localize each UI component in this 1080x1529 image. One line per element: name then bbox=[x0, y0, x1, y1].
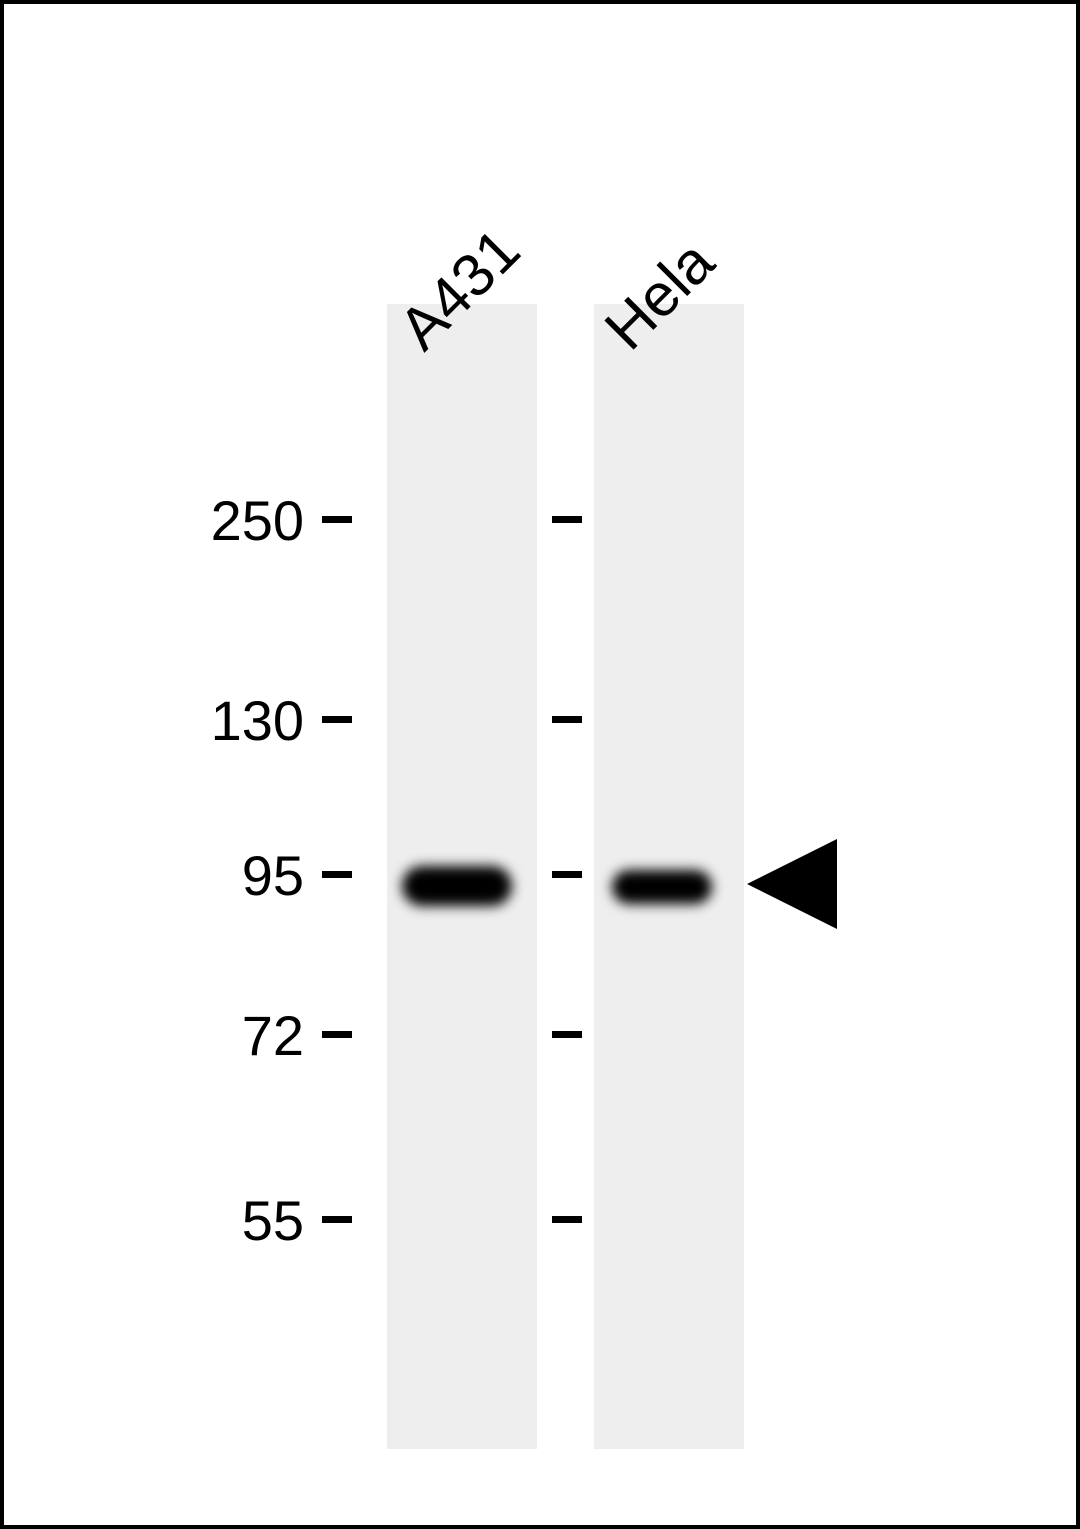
mw-tick bbox=[552, 1031, 582, 1038]
blot-frame: A431 Hela 250130957255 bbox=[0, 0, 1080, 1529]
mw-tick bbox=[322, 1216, 352, 1223]
mw-label: 72 bbox=[4, 1003, 304, 1068]
mw-label: 95 bbox=[4, 843, 304, 908]
band-pointer-icon bbox=[747, 839, 837, 929]
mw-tick bbox=[552, 516, 582, 523]
protein-band bbox=[612, 870, 712, 904]
mw-label: 55 bbox=[4, 1188, 304, 1253]
mw-tick bbox=[322, 871, 352, 878]
mw-tick bbox=[552, 716, 582, 723]
mw-label: 250 bbox=[4, 488, 304, 553]
mw-tick bbox=[552, 871, 582, 878]
mw-tick bbox=[322, 1031, 352, 1038]
mw-tick bbox=[322, 716, 352, 723]
mw-label: 130 bbox=[4, 688, 304, 753]
mw-tick bbox=[322, 516, 352, 523]
protein-band bbox=[402, 866, 512, 906]
mw-tick bbox=[552, 1216, 582, 1223]
